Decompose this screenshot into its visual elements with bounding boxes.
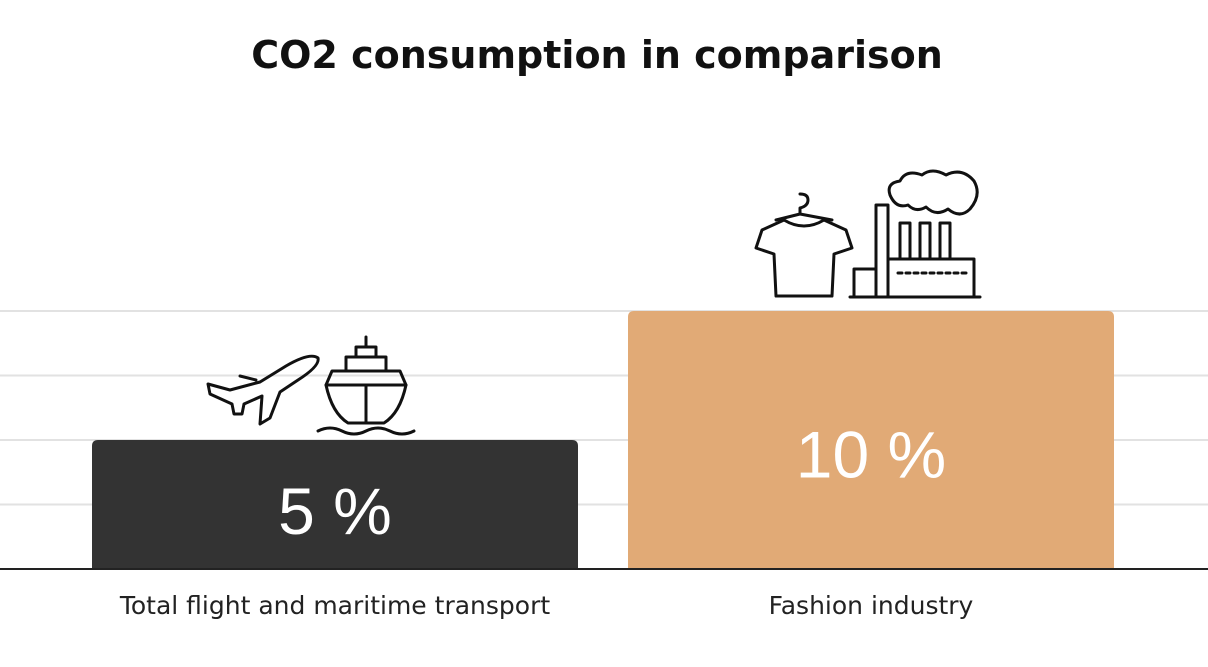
- bar-value-label: 10 %: [796, 417, 946, 491]
- category-label: Total flight and maritime transport: [119, 591, 551, 620]
- chart-title: CO2 consumption in comparison: [251, 33, 943, 77]
- fashion-icons: [756, 171, 980, 297]
- bar-value-label: 5 %: [278, 474, 392, 548]
- ship-icon: [318, 337, 414, 434]
- transport-icons: [208, 337, 414, 434]
- airplane-icon: [208, 356, 318, 424]
- category-label: Fashion industry: [769, 591, 974, 620]
- t-shirt-icon: [756, 194, 852, 296]
- category-labels: Total flight and maritime transport Fash…: [119, 591, 974, 620]
- factory-icon: [850, 171, 980, 297]
